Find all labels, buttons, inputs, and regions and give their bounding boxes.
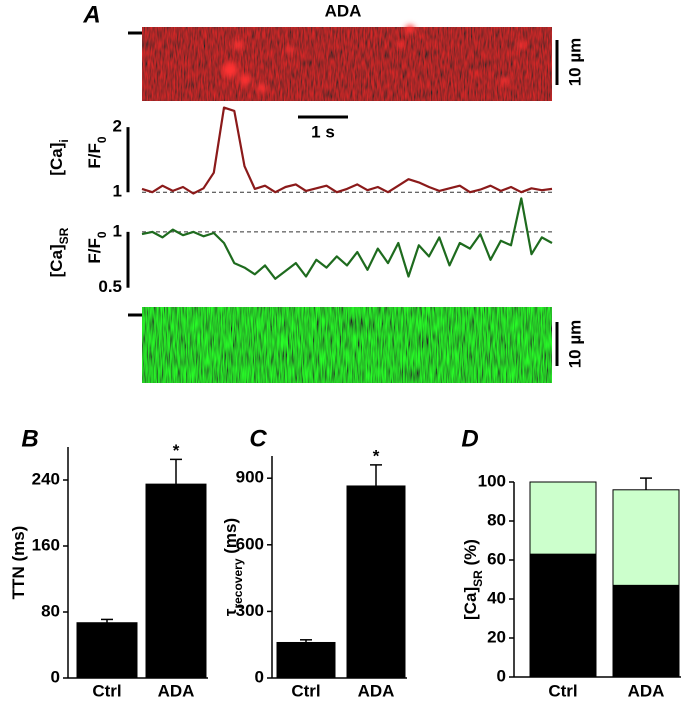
panel-label: A (82, 1, 100, 28)
y-unit-label: F/F0 (85, 231, 109, 264)
label-part: recovery (231, 558, 245, 608)
y-axis-label: [Ca]SR (%) (461, 539, 485, 620)
y-tick-label: 0 (255, 667, 264, 686)
x-tick-label: Ctrl (92, 681, 121, 700)
y-tick-label: 240 (32, 469, 60, 488)
y-axis-label: [Ca]SR (47, 227, 71, 277)
y-tick-label: 40 (487, 588, 506, 607)
bar (346, 485, 406, 679)
y-tick-label: 0 (51, 667, 60, 686)
x-tick-label: ADA (358, 681, 395, 700)
label-part: SR (471, 570, 485, 587)
trace (141, 106, 553, 195)
label-part: F/F (85, 238, 104, 264)
y-unit-label: F/F0 (85, 136, 109, 169)
y-tick-label: 300 (236, 601, 264, 620)
bar (529, 553, 597, 678)
label-part: TTN (ms) (9, 526, 28, 600)
significance-marker: * (373, 446, 380, 465)
line-scan-image (142, 307, 552, 383)
y-tick-label: 900 (236, 468, 264, 487)
label-part: (%) (461, 539, 480, 570)
y-tick-label: 0 (497, 666, 506, 685)
spark-spots (222, 25, 524, 93)
label-part: [Ca] (47, 143, 66, 176)
bar (612, 584, 680, 678)
bar (76, 622, 138, 679)
y-tick-label: 80 (41, 601, 60, 620)
label-part: SR (57, 227, 71, 244)
y-tick-label: 80 (487, 510, 506, 529)
y-axis-label: TTN (ms) (9, 526, 28, 600)
chart-title: ADA (325, 1, 362, 20)
label-part: i (57, 139, 71, 142)
scale-label: 10 µm (565, 320, 584, 369)
label-part: F/F (85, 143, 104, 169)
y-tick-label: 60 (487, 549, 506, 568)
x-tick-label: Ctrl (291, 681, 320, 700)
label-part: 0 (95, 231, 109, 238)
y-axis-label: [Ca]i (47, 139, 71, 175)
time-scale-label: 1 s (311, 122, 335, 141)
bar (529, 481, 597, 555)
label-part: [Ca] (461, 587, 480, 620)
x-tick-label: ADA (628, 681, 665, 700)
y-tick-label: 2 (113, 117, 122, 136)
label-part: 0 (95, 136, 109, 143)
label-part: (ms) (221, 518, 240, 559)
y-tick-label: 160 (32, 535, 60, 554)
significance-marker: * (173, 441, 180, 460)
line-scan-image (142, 27, 552, 101)
label-part: τ (221, 608, 240, 616)
y-tick-label: 0.5 (98, 277, 122, 296)
bar (276, 641, 336, 679)
bar (145, 483, 207, 679)
trace (141, 197, 553, 280)
x-tick-label: ADA (158, 681, 195, 700)
scale-label: 10 µm (565, 38, 584, 87)
y-tick-label: 20 (487, 627, 506, 646)
y-tick-label: 1 (113, 182, 122, 201)
panel-label: B (21, 425, 38, 452)
panel-label: C (249, 425, 267, 452)
bar (612, 489, 680, 586)
y-tick-label: 100 (478, 471, 506, 490)
label-part: [Ca] (47, 244, 66, 277)
y-tick-label: 1 (113, 221, 122, 240)
panel-label: D (461, 425, 478, 452)
y-axis-label: τrecovery (ms) (221, 518, 245, 616)
x-tick-label: Ctrl (548, 681, 577, 700)
y-tick-label: 600 (236, 534, 264, 553)
